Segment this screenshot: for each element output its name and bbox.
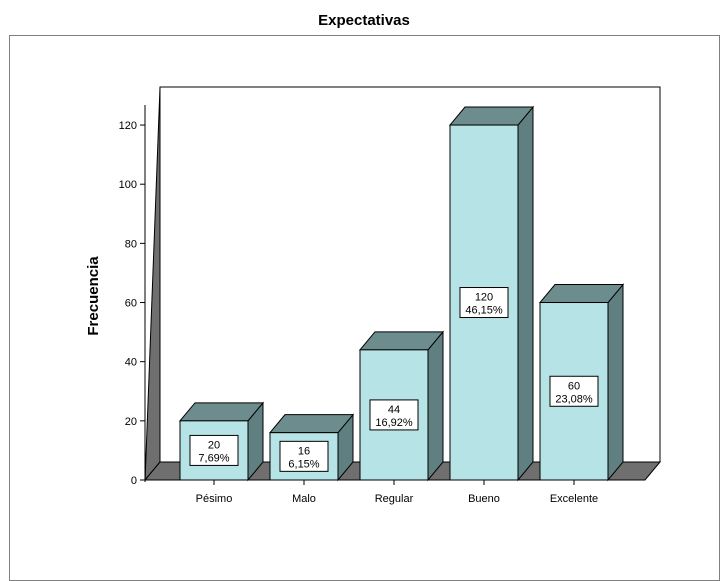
x-tick-label: Malo [292,493,316,505]
y-tick-label: 40 [125,357,137,369]
bar-top-face [268,414,355,434]
x-tick-label: Pésimo [196,493,233,505]
y-axis-label: Frecuencia [85,256,102,336]
data-label-percent: 16,92% [375,417,413,429]
y-tick-label: 80 [125,238,137,250]
bar-side-face [517,105,534,482]
bar-top-face [358,331,445,351]
data-label-count: 16 [298,445,310,457]
bar-malo: 166,15% [268,413,355,482]
y-tick-label: 0 [131,475,137,487]
data-label-box [189,434,239,466]
x-tick-label: Bueno [468,493,500,505]
x-tick-label: Regular [375,493,414,505]
bar-top-face [178,402,265,422]
y-axis-ticks: 0 20 40 60 80 100 120 [119,120,145,487]
data-label-box [549,375,599,407]
bar-top-face [538,284,625,304]
bar-side-face [607,283,624,482]
data-label-percent: 6,15% [288,458,319,470]
chart-title: Expectativas [318,12,410,29]
data-label-count: 44 [388,404,400,416]
data-label-percent: 7,69% [198,452,229,464]
left-wall [144,86,161,483]
data-label-percent: 23,08% [555,393,593,405]
data-label-box [279,440,329,472]
y-tick-label: 100 [119,179,137,191]
bar-side-face [427,330,444,482]
bar-pésimo: 207,69% [178,401,265,482]
y-tick-label: 120 [119,120,137,132]
data-label-box [369,399,419,431]
data-label-count: 60 [568,380,580,392]
data-label-box [459,287,509,319]
y-tick-label: 20 [125,416,137,428]
x-tick-label: Excelente [550,493,598,505]
y-tick-label: 60 [125,298,137,310]
data-label-count: 120 [475,292,493,304]
x-axis-ticks: Pésimo Malo Regular Bueno Excelente [196,480,598,505]
data-label-percent: 46,15% [465,305,503,317]
bar-top-face [448,106,535,126]
data-label-count: 20 [208,439,220,451]
